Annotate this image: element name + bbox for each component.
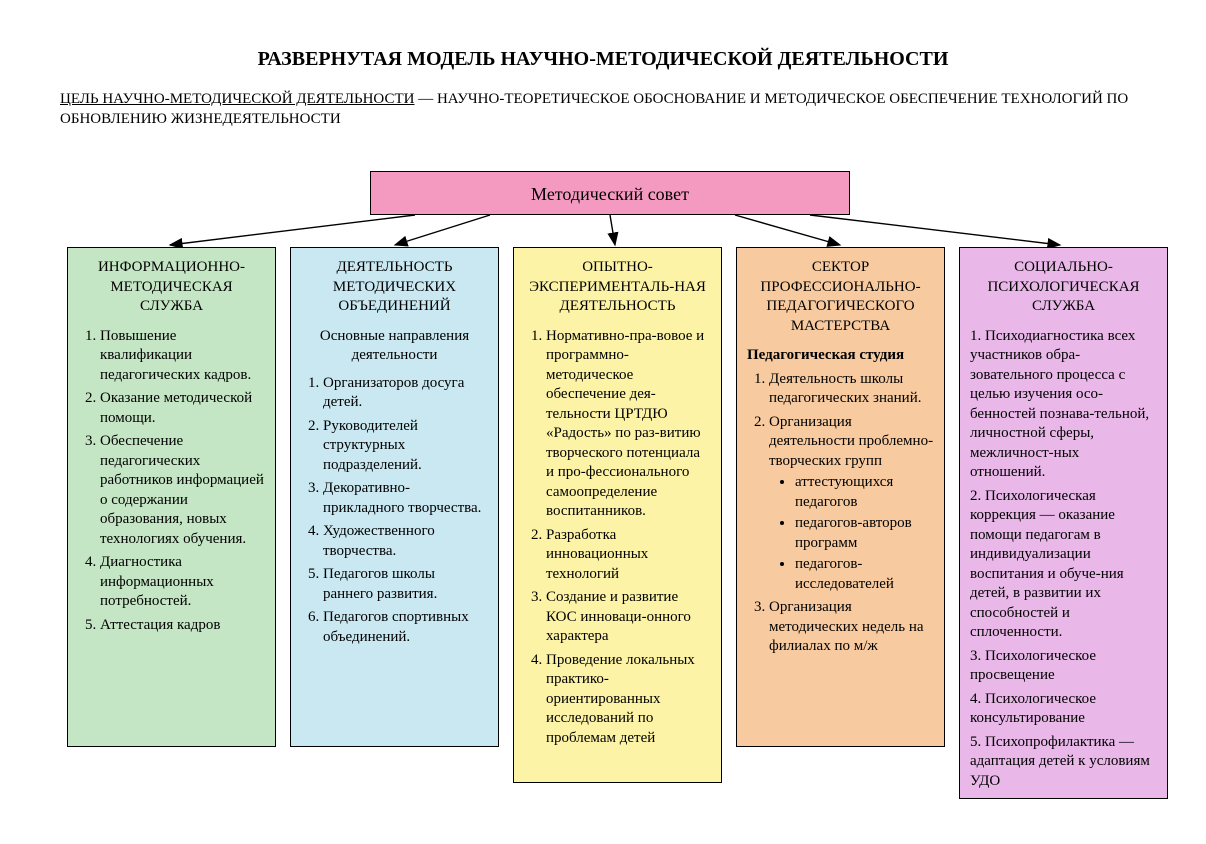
list-item: Создание и развитие КОС инноваци-онного … bbox=[546, 588, 711, 647]
column-bold-sub: Педагогическая студия bbox=[747, 346, 934, 366]
column-title: ОПЫТНО-ЭКСПЕРИМЕНТАЛЬ-НАЯ ДЕЯТЕЛЬНОСТЬ bbox=[524, 258, 711, 317]
column-title: ИНФОРМАЦИОННО-МЕТОДИЧЕСКАЯ СЛУЖБА bbox=[78, 258, 265, 317]
list-item: Художественного творчества. bbox=[323, 522, 488, 561]
bullet-item: педагогов-авторов программ bbox=[795, 514, 934, 553]
column-list: Повышение квалификации педагогических ка… bbox=[78, 327, 265, 636]
list-item: 3. Психологическое просвещение bbox=[970, 647, 1157, 686]
list-item: Диагностика информационных потребностей. bbox=[100, 553, 265, 612]
list-item: Разработка инновационных технологий bbox=[546, 526, 711, 585]
list-item: 2. Психологическая коррекция — оказание … bbox=[970, 487, 1157, 643]
list-item: Нормативно-пра-вовое и программно-методи… bbox=[546, 327, 711, 522]
column-list: Нормативно-пра-вовое и программно-методи… bbox=[524, 327, 711, 749]
column-title: СОЦИАЛЬНО-ПСИХОЛОГИЧЕСКАЯ СЛУЖБА bbox=[970, 258, 1157, 317]
list-item: Обеспечение педагогических работников ин… bbox=[100, 432, 265, 549]
list-item: 5. Психопрофилактика — адаптация детей к… bbox=[970, 733, 1157, 792]
arrow bbox=[170, 215, 415, 245]
page-title: РАЗВЕРНУТАЯ МОДЕЛЬ НАУЧНО-МЕТОДИЧЕСКОЙ Д… bbox=[0, 0, 1206, 71]
column-3: СЕКТОР ПРОФЕССИОНАЛЬНО-ПЕДАГОГИЧЕСКОГО М… bbox=[736, 247, 945, 747]
list-item: Педагогов спортивных объединений. bbox=[323, 608, 488, 647]
column-title: СЕКТОР ПРОФЕССИОНАЛЬНО-ПЕДАГОГИЧЕСКОГО М… bbox=[747, 258, 934, 336]
list-item: Педагогов школы раннего развития. bbox=[323, 565, 488, 604]
subtitle: ЦЕЛЬ НАУЧНО-МЕТОДИЧЕСКОЙ ДЕЯТЕЛЬНОСТИ — … bbox=[0, 71, 1206, 130]
arrow bbox=[810, 215, 1060, 245]
column-title: ДЕЯТЕЛЬНОСТЬ МЕТОДИЧЕСКИХ ОБЪЕДИНЕНИЙ bbox=[301, 258, 488, 317]
list-item: Деятельность школы педагогических знаний… bbox=[769, 370, 934, 409]
list-item: Оказание методической помощи. bbox=[100, 389, 265, 428]
column-list: Деятельность школы педагогических знаний… bbox=[747, 370, 934, 657]
column-0: ИНФОРМАЦИОННО-МЕТОДИЧЕСКАЯ СЛУЖБА Повышен… bbox=[67, 247, 276, 747]
list-item: Декоративно-прикладного творчества. bbox=[323, 479, 488, 518]
column-1: ДЕЯТЕЛЬНОСТЬ МЕТОДИЧЕСКИХ ОБЪЕДИНЕНИЙ Осн… bbox=[290, 247, 499, 747]
column-4: СОЦИАЛЬНО-ПСИХОЛОГИЧЕСКАЯ СЛУЖБА 1. Психо… bbox=[959, 247, 1168, 799]
list-item: Организаторов досуга детей. bbox=[323, 374, 488, 413]
column-subheading: Основные направления деятельности bbox=[301, 327, 488, 366]
arrow bbox=[735, 215, 840, 245]
list-item: Проведение локальных практико-ориентиров… bbox=[546, 651, 711, 749]
list-item: Организация деятельности проблемно-творч… bbox=[769, 413, 934, 595]
top-box: Методический совет bbox=[370, 171, 850, 215]
bullet-item: педагогов-исследователей bbox=[795, 555, 934, 594]
arrow bbox=[610, 215, 615, 245]
column-2: ОПЫТНО-ЭКСПЕРИМЕНТАЛЬ-НАЯ ДЕЯТЕЛЬНОСТЬ Но… bbox=[513, 247, 722, 783]
list-item: 4. Психологическое консультирование bbox=[970, 690, 1157, 729]
bullet-item: аттестующихся педагогов bbox=[795, 473, 934, 512]
bullet-list: аттестующихся педагоговпедагогов-авторов… bbox=[769, 473, 934, 594]
subtitle-underlined: ЦЕЛЬ НАУЧНО-МЕТОДИЧЕСКОЙ ДЕЯТЕЛЬНОСТИ bbox=[60, 91, 414, 107]
list-item: Аттестация кадров bbox=[100, 616, 265, 636]
list-item: 1. Психодиагностика всех участников обра… bbox=[970, 327, 1157, 483]
top-box-label: Методический совет bbox=[531, 184, 689, 204]
list-item: Повышение квалификации педагогических ка… bbox=[100, 327, 265, 386]
column-list: Организаторов досуга детей. Руководителей… bbox=[301, 374, 488, 648]
list-item: Организация методических недель на филиа… bbox=[769, 598, 934, 657]
list-item: Руководителей структурных подразделений. bbox=[323, 417, 488, 476]
arrow bbox=[395, 215, 490, 245]
